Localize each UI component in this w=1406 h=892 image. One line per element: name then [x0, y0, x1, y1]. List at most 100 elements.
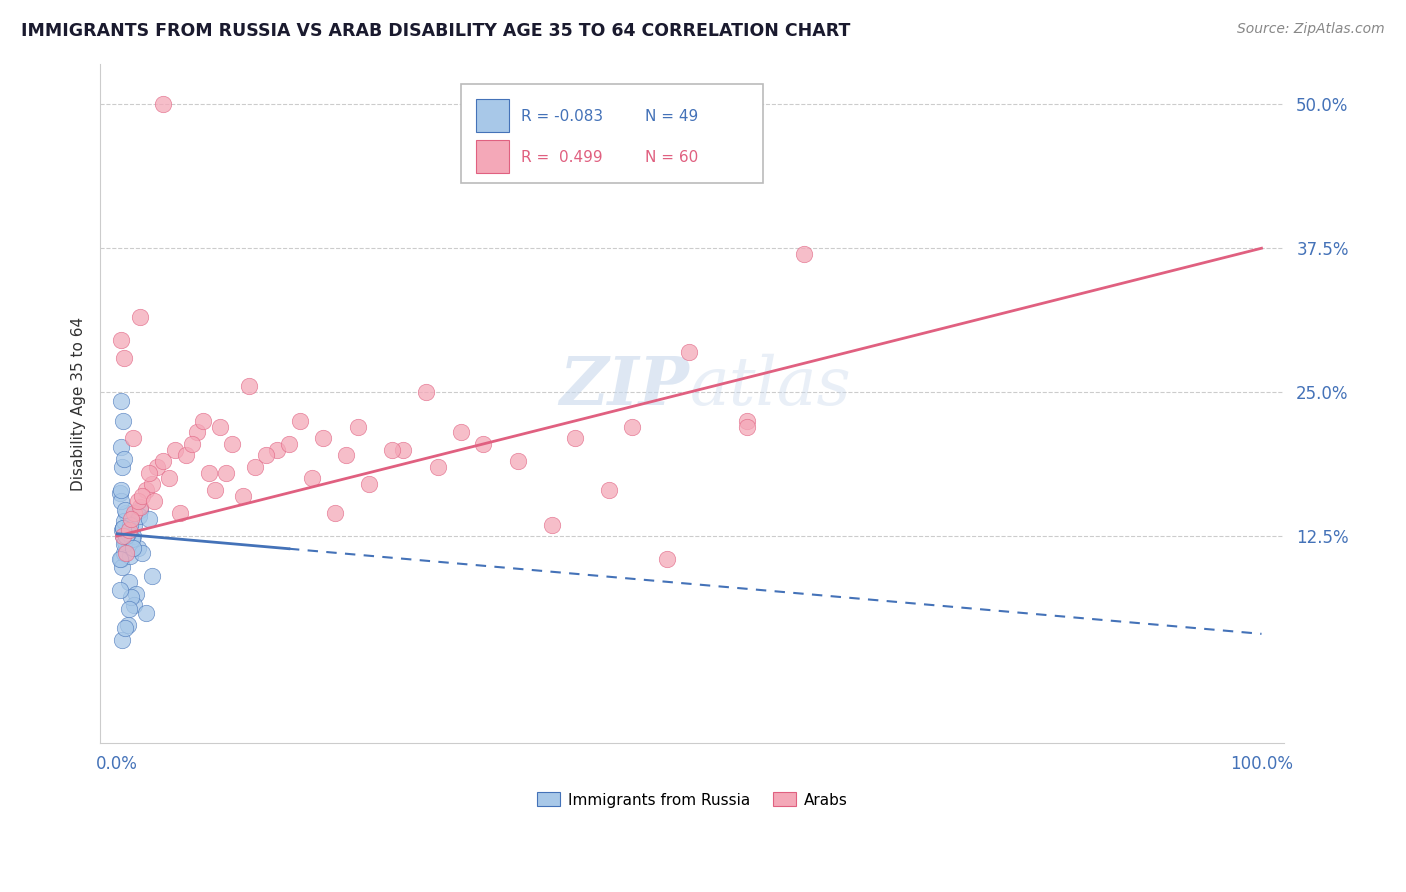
Point [290, 414, 312, 428]
Point [506, 454, 529, 468]
Point [118, 575, 141, 590]
Text: IMMIGRANTS FROM RUSSIA VS ARAB DISABILITY AGE 35 TO 64 CORRELATION CHART: IMMIGRANTS FROM RUSSIA VS ARAB DISABILIT… [21, 22, 851, 40]
Point [124, 506, 146, 520]
Point [112, 546, 135, 560]
Point [793, 247, 815, 261]
Point [598, 483, 620, 497]
Text: 0.0%: 0.0% [97, 755, 138, 772]
Point [198, 466, 221, 480]
Bar [475, 140, 509, 173]
Point [127, 541, 149, 555]
Point [120, 590, 142, 604]
Point [323, 506, 346, 520]
Point [346, 419, 368, 434]
Point [678, 344, 700, 359]
Point [191, 414, 214, 428]
Point [117, 617, 139, 632]
Point [112, 514, 135, 528]
Point [163, 442, 186, 457]
Point [118, 521, 141, 535]
Point [117, 525, 139, 540]
Point [221, 437, 243, 451]
Text: Source: ZipAtlas.com: Source: ZipAtlas.com [1237, 22, 1385, 37]
Point [131, 546, 153, 560]
Point [120, 512, 142, 526]
Point [111, 523, 134, 537]
Point [114, 534, 136, 549]
Text: 100.0%: 100.0% [1230, 755, 1294, 772]
Point [115, 537, 138, 551]
Point [564, 431, 586, 445]
Point [110, 441, 132, 455]
Point [111, 529, 134, 543]
Point [112, 537, 135, 551]
Point [152, 454, 174, 468]
Point [108, 552, 131, 566]
Point [112, 351, 135, 365]
Point [108, 583, 131, 598]
Point [135, 606, 157, 620]
Point [232, 489, 254, 503]
Y-axis label: Disability Age 35 to 64: Disability Age 35 to 64 [72, 317, 86, 491]
Point [111, 414, 134, 428]
Point [238, 379, 260, 393]
Point [312, 431, 335, 445]
Point [108, 486, 131, 500]
Point [115, 506, 138, 520]
Point [129, 500, 152, 515]
FancyBboxPatch shape [461, 85, 763, 183]
Point [118, 601, 141, 615]
Point [243, 459, 266, 474]
Point [122, 541, 145, 555]
Point [180, 437, 202, 451]
Point [114, 502, 136, 516]
Point [415, 385, 437, 400]
Point [111, 521, 134, 535]
Point [157, 471, 180, 485]
Text: N = 60: N = 60 [645, 150, 699, 165]
Text: atlas: atlas [689, 354, 851, 419]
Point [142, 494, 165, 508]
Point [124, 517, 146, 532]
Point [117, 525, 139, 540]
Point [115, 546, 138, 560]
Point [115, 529, 138, 543]
Point [129, 502, 152, 516]
Point [110, 494, 132, 508]
Point [301, 471, 323, 485]
Point [357, 477, 380, 491]
Point [141, 569, 163, 583]
Point [215, 466, 238, 480]
Point [111, 529, 134, 543]
Point [118, 523, 141, 537]
Point [472, 437, 495, 451]
Point [110, 483, 132, 497]
Point [450, 425, 472, 440]
Point [111, 560, 134, 574]
Point [381, 442, 404, 457]
Point [621, 419, 644, 434]
Point [120, 510, 142, 524]
Point [735, 414, 758, 428]
Text: ZIP: ZIP [560, 354, 689, 419]
Point [112, 451, 135, 466]
Point [127, 494, 149, 508]
Text: N = 49: N = 49 [645, 109, 699, 124]
Point [254, 449, 277, 463]
Point [131, 489, 153, 503]
Point [655, 552, 678, 566]
Legend: Immigrants from Russia, Arabs: Immigrants from Russia, Arabs [531, 787, 853, 814]
Point [128, 509, 150, 524]
Point [111, 632, 134, 647]
Point [110, 552, 132, 566]
Point [114, 621, 136, 635]
Point [152, 97, 174, 112]
Point [111, 459, 134, 474]
Point [138, 466, 160, 480]
Point [122, 431, 145, 445]
Point [392, 442, 415, 457]
Point [121, 533, 143, 547]
Point [110, 394, 132, 409]
Point [266, 442, 288, 457]
Point [541, 517, 564, 532]
